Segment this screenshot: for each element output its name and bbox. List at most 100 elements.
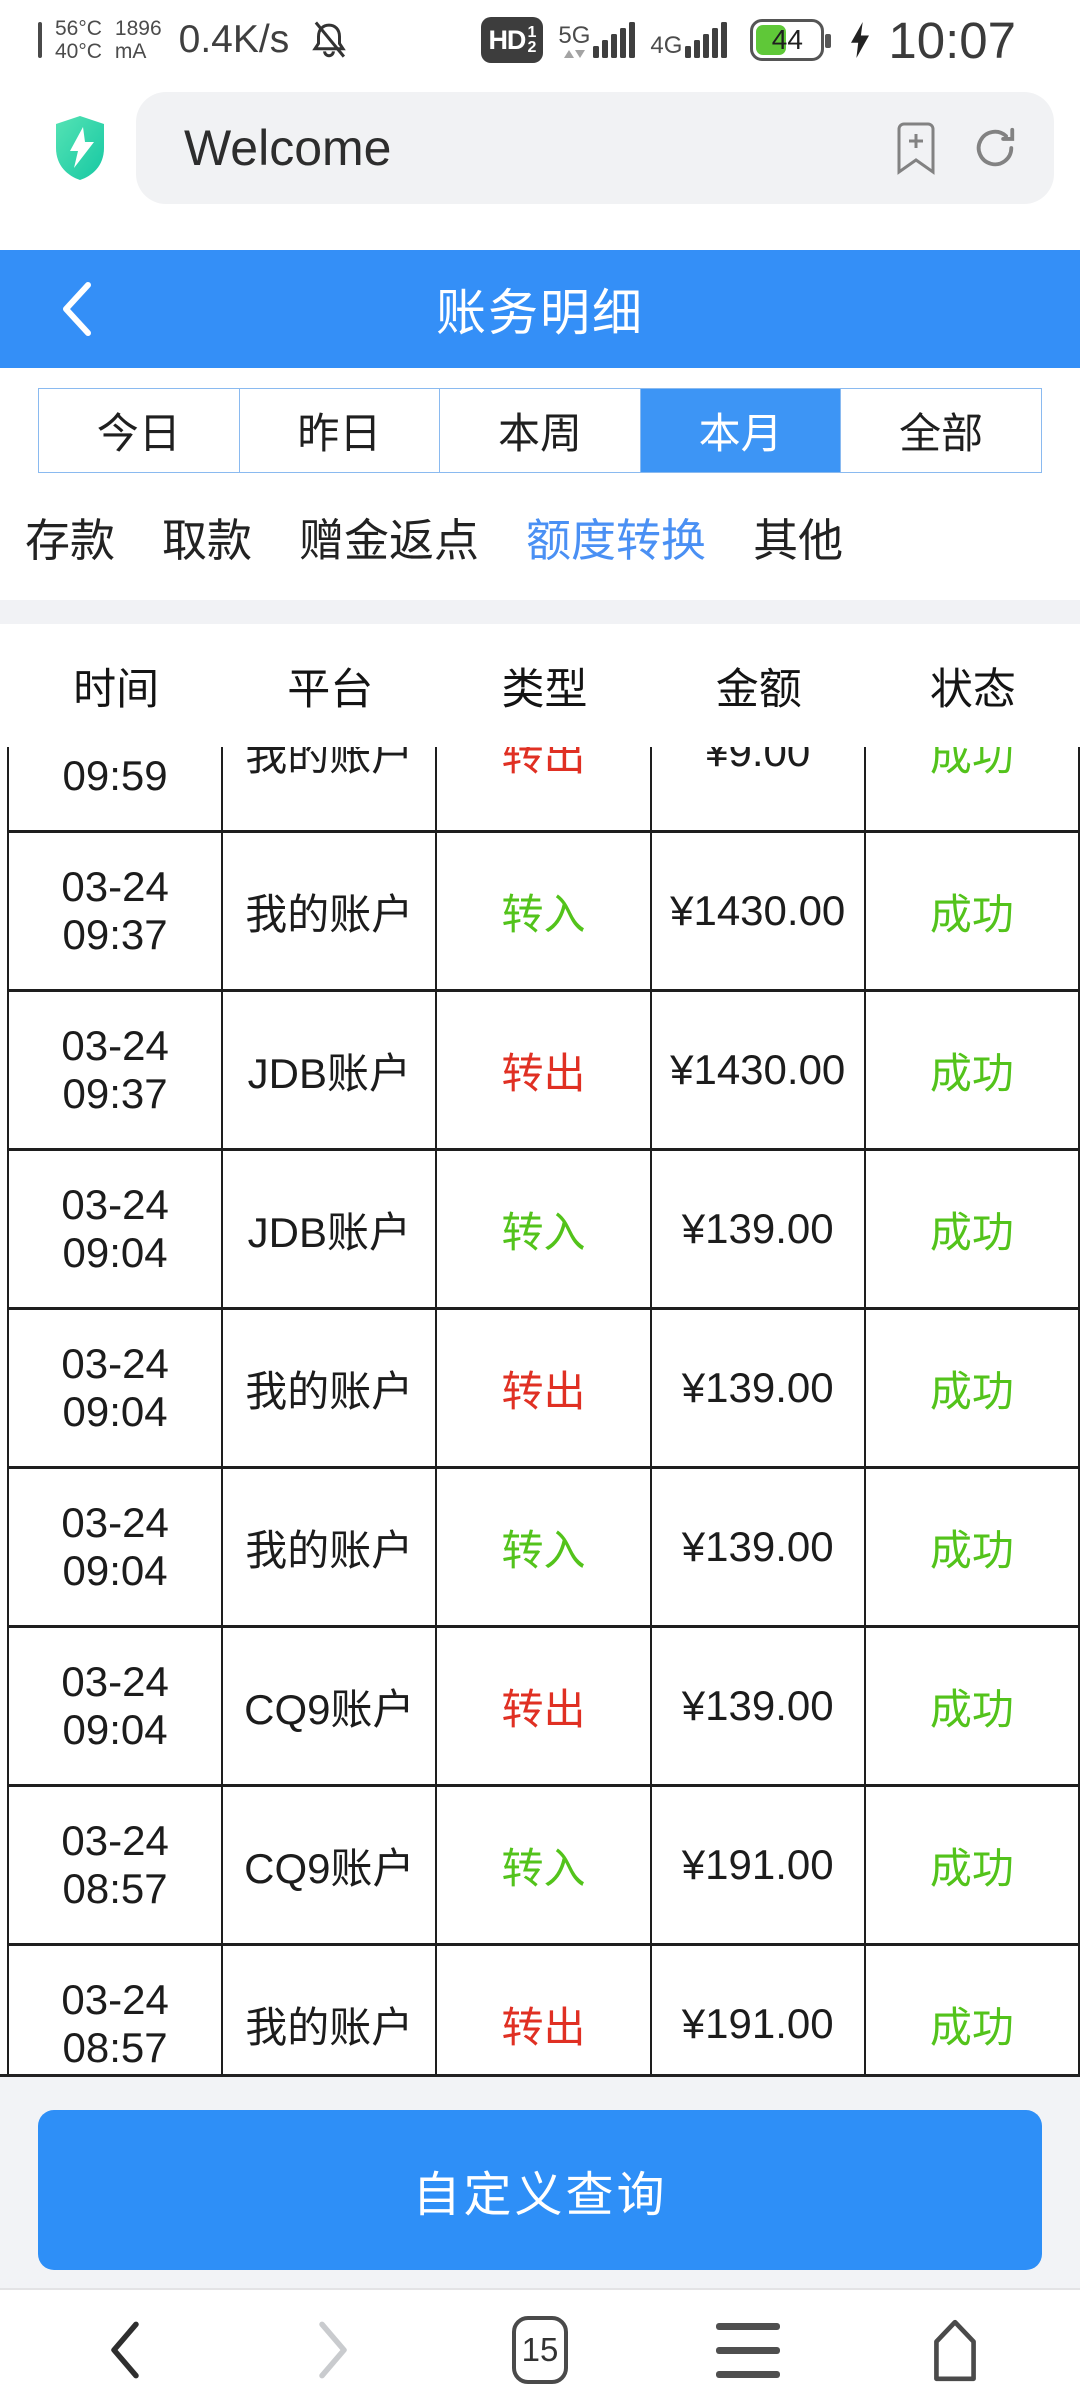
date-tab-week[interactable]: 本周 (439, 389, 640, 472)
cell-platform: JDB账户 (223, 1151, 438, 1307)
col-header-1: 平台 (287, 665, 374, 714)
cell-time: 03-24 09:04 (9, 1310, 224, 1466)
temp-top: 56°C (55, 17, 102, 40)
date-tab-month[interactable]: 本月 (639, 389, 841, 472)
cell-type: 转入 (437, 1151, 652, 1307)
filter-deposit[interactable]: 存款 (25, 515, 116, 566)
cell-time: 03-24 09:37 (9, 833, 224, 989)
current-value: 1896 (114, 17, 162, 40)
nav-menu-icon[interactable] (703, 2305, 793, 2395)
network-type-5g: 5G (558, 22, 591, 49)
cell-type: 转出 (437, 1628, 652, 1784)
cell-amount: ¥139.00 (652, 1469, 866, 1625)
battery-fill (756, 25, 787, 55)
table-row: 03-24 09:37 我的账户 转入 ¥1430.00 成功 (9, 833, 1080, 992)
cell-time: 03-24 08:57 (9, 1787, 224, 1943)
refresh-icon[interactable] (972, 125, 1018, 171)
page-title: 账务明细 (436, 285, 644, 341)
date-tab-all[interactable]: 全部 (840, 389, 1041, 472)
cell-status: 成功 (866, 992, 1080, 1148)
network-speed: 0.4K/s (178, 18, 290, 61)
page-header: 账务明细 (0, 250, 1080, 368)
custom-query-button[interactable]: 自定义查询 (38, 2110, 1042, 2270)
cell-status: 成功 (866, 833, 1080, 989)
bookmark-add-icon[interactable] (896, 121, 936, 175)
cell-time: 03-24 09:04 (9, 1469, 224, 1625)
cell-amount: ¥1430.00 (652, 833, 866, 989)
cell-time: 03-24 08:57 (9, 1946, 224, 2074)
table-row: 03-24 09:37 JDB账户 转出 ¥1430.00 成功 (9, 992, 1080, 1151)
footer-area: 自定义查询 (0, 2077, 1080, 2288)
cell-status: 成功 (866, 1787, 1080, 1943)
cell-amount: ¥9.00 (652, 747, 866, 830)
filter-quota-transfer[interactable]: 额度转换 (526, 515, 707, 566)
cell-type: 转入 (437, 833, 652, 989)
nav-forward-icon[interactable] (288, 2305, 378, 2395)
table-row: 03-24 09:04 JDB账户 转入 ¥139.00 成功 (9, 1151, 1080, 1310)
status-bar: 56°C 40°C 1896 mA 0.4K/s HD 1 2 (0, 0, 1080, 70)
cell-platform: 我的账户 (223, 747, 438, 830)
cell-time: 03-24 09:04 (9, 1151, 224, 1307)
battery-icon: 44 (750, 19, 832, 61)
cell-platform: 我的账户 (223, 833, 438, 989)
nav-back-icon[interactable] (80, 2305, 170, 2395)
hd-voice-icon: HD 1 2 (481, 17, 544, 63)
signal-bars-icon (685, 22, 728, 58)
type-filter-bar: 存款 取款 赠金返点 额度转换 其他 (0, 473, 1080, 600)
current-readout: 1896 mA (115, 17, 162, 63)
filter-other[interactable]: 其他 (753, 515, 844, 566)
section-divider (0, 600, 1080, 624)
cell-type: 转出 (437, 1310, 652, 1466)
cell-status: 成功 (866, 1628, 1080, 1784)
cell-type: 转入 (437, 1469, 652, 1625)
hd-label: HD (488, 24, 526, 55)
url-bar[interactable]: Welcome (136, 92, 1054, 204)
current-unit: mA (114, 40, 147, 63)
col-header-4: 状态 (929, 665, 1016, 714)
back-arrow-icon[interactable] (56, 250, 96, 368)
cell-status: 成功 (866, 1469, 1080, 1625)
hd-sim-numbers: 1 2 (527, 25, 537, 56)
table-row: 03-24 09:04 我的账户 转出 ¥139.00 成功 (9, 1310, 1080, 1469)
cell-amount: ¥139.00 (652, 1310, 866, 1466)
cell-amount: ¥191.00 (652, 1787, 866, 1943)
cell-amount: ¥139.00 (652, 1151, 866, 1307)
browser-nav-bar: 15 (0, 2288, 1080, 2400)
nav-tabs-button[interactable]: 15 (495, 2305, 585, 2395)
url-text[interactable]: Welcome (184, 120, 392, 176)
signal-sim2: 4G (650, 22, 728, 58)
signal-sim2-meta: 4G (650, 34, 682, 58)
cell-type: 转出 (437, 747, 652, 830)
battery-nub (825, 34, 832, 48)
status-left: 56°C 40°C 1896 mA 0.4K/s (38, 17, 350, 63)
nav-home-icon[interactable] (910, 2305, 1000, 2395)
filter-rebate[interactable]: 赠金返点 (299, 515, 480, 566)
security-shield-icon[interactable] (52, 114, 108, 182)
cell-time: 03-24 09:59 (9, 747, 224, 830)
date-tab-today[interactable]: 今日 (96, 410, 181, 457)
filter-withdraw[interactable]: 取款 (162, 515, 253, 566)
col-header-2: 类型 (501, 665, 588, 714)
temp-bottom: 40°C (55, 40, 102, 63)
cell-status: 成功 (866, 1310, 1080, 1466)
cell-status: 成功 (866, 1946, 1080, 2074)
browser-bar: Welcome (0, 70, 1080, 240)
cell-platform: 我的账户 (223, 1946, 438, 2074)
mute-bell-icon (308, 19, 350, 61)
cell-status: 成功 (866, 1151, 1080, 1307)
signal-sim1-meta: 5G (558, 24, 590, 58)
tab-count[interactable]: 15 (512, 2316, 568, 2384)
cell-platform: 我的账户 (223, 1310, 438, 1466)
table-row: 03-24 08:57 CQ9账户 转入 ¥191.00 成功 (9, 1787, 1080, 1946)
cell-amount: ¥191.00 (652, 1946, 866, 2074)
hd-sim-2: 2 (527, 39, 537, 56)
cell-type: 转出 (437, 1946, 652, 2074)
date-tab-yesterday[interactable]: 昨日 (238, 389, 440, 472)
cell-platform: CQ9账户 (223, 1628, 438, 1784)
table-header-row: 时间 平台 类型 金额 状态 (0, 624, 1080, 747)
cell-platform: JDB账户 (223, 992, 438, 1148)
